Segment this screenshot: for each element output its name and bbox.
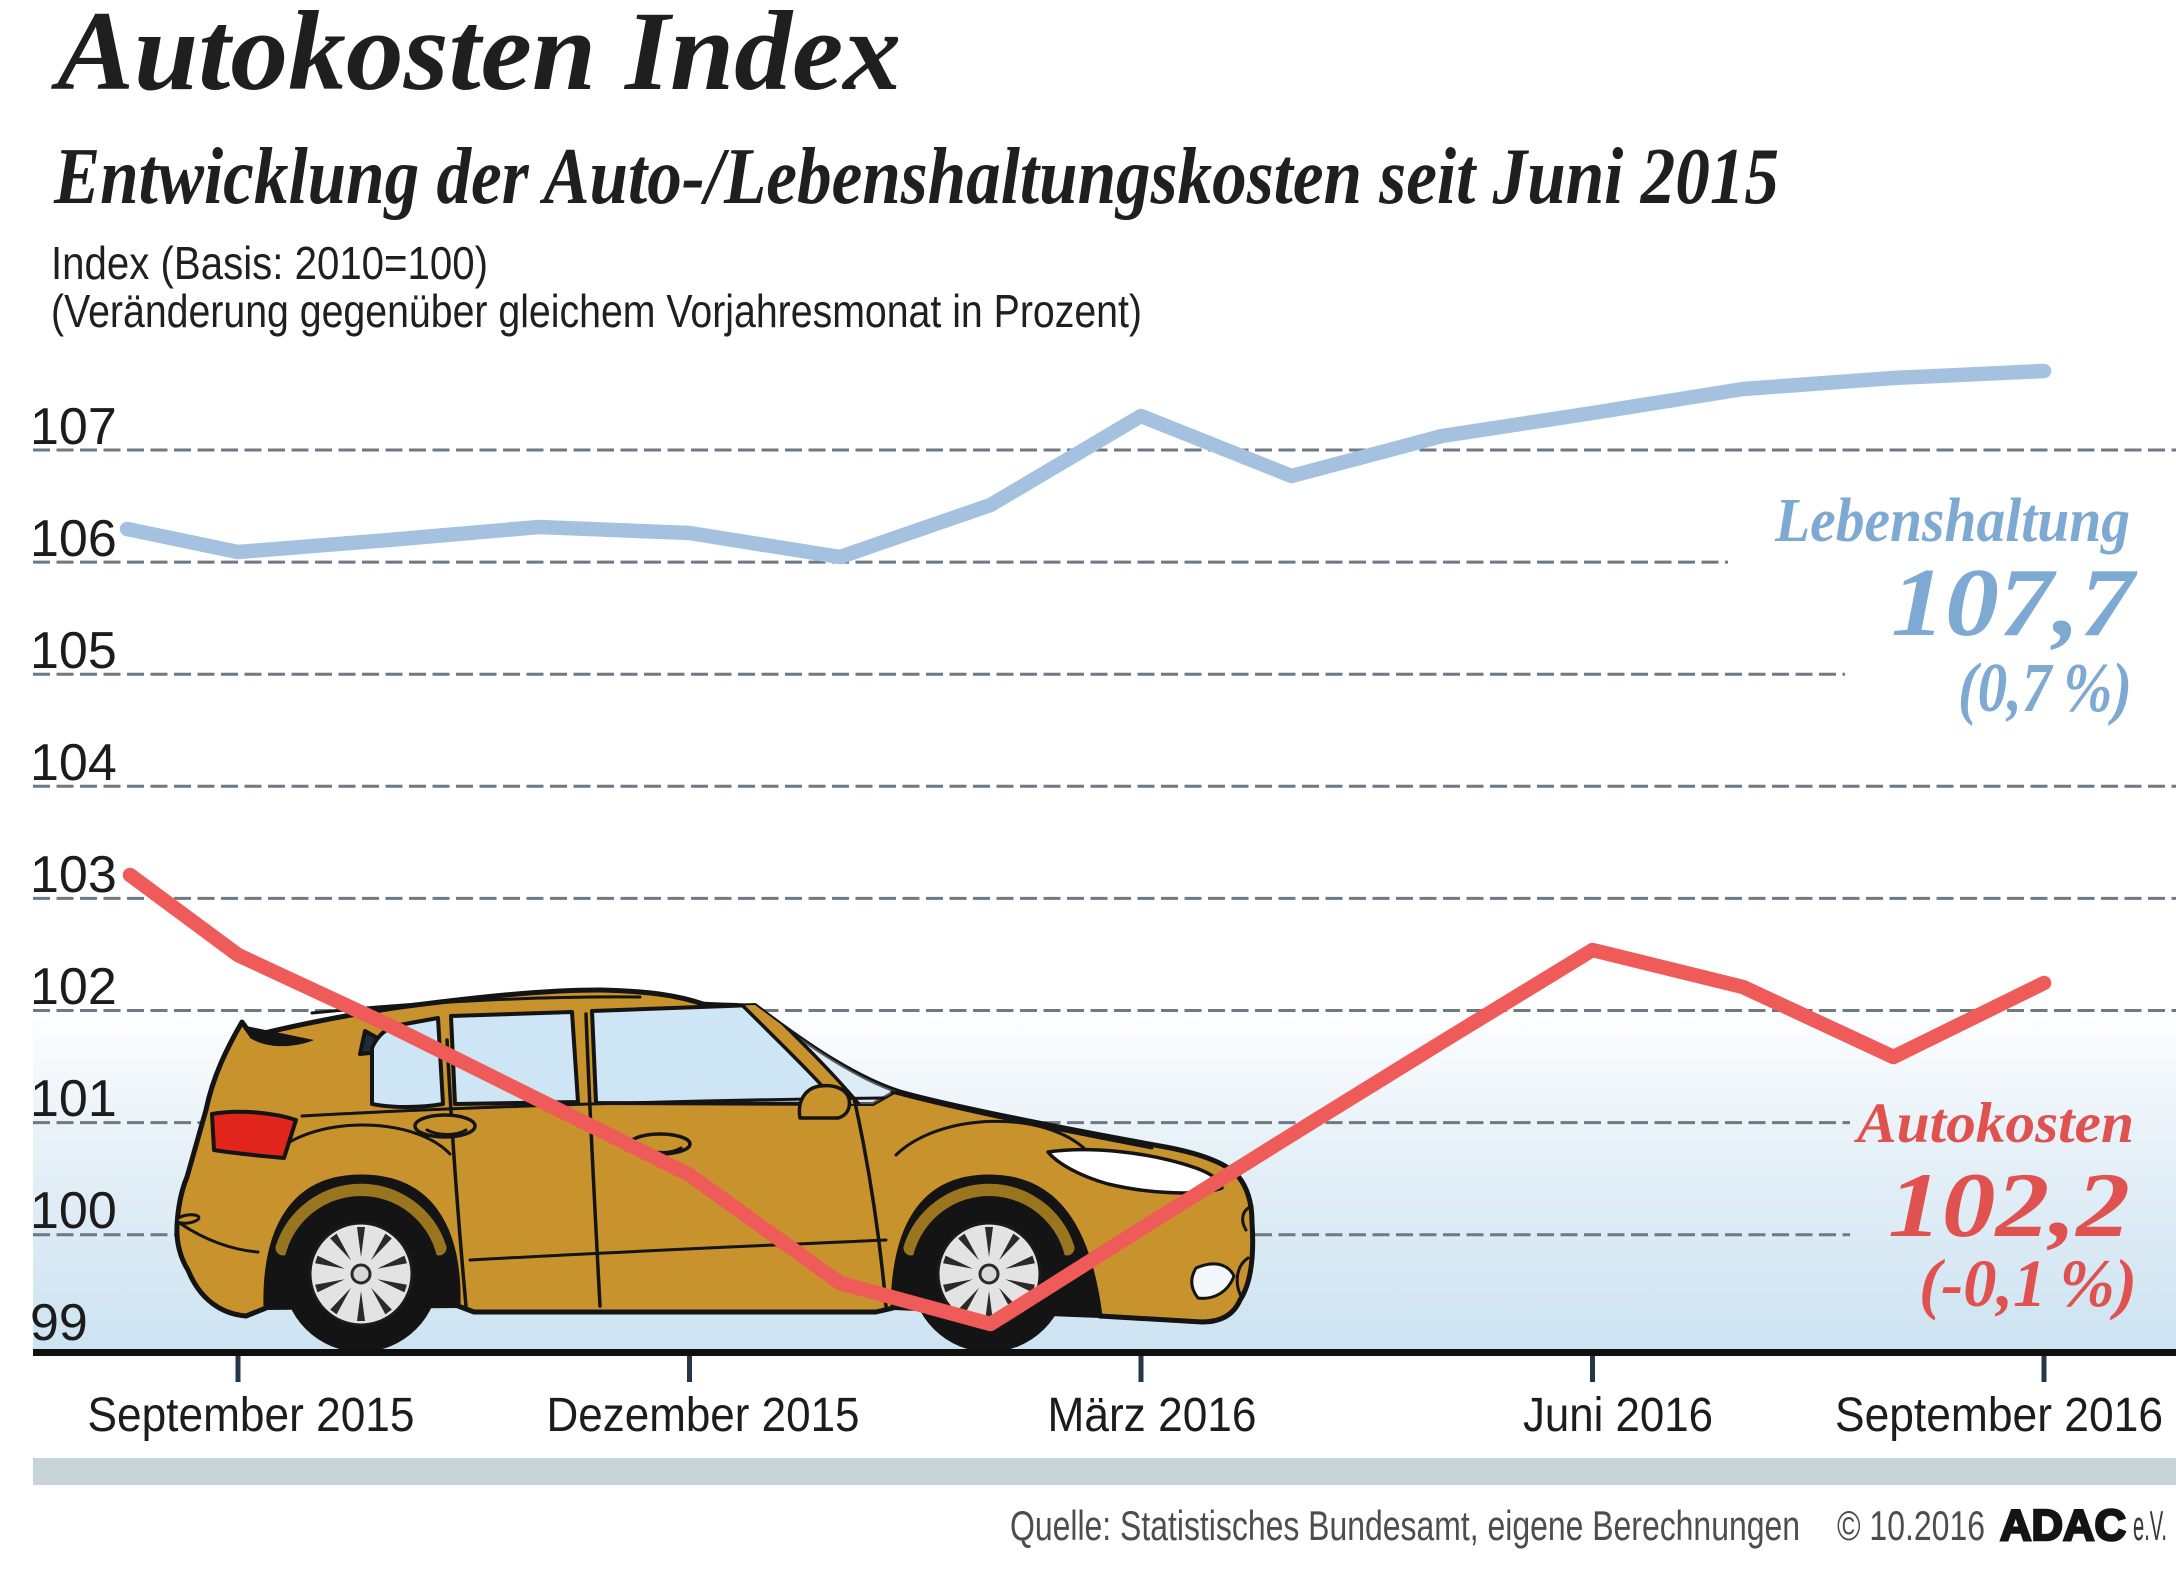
svg-text:© 10.2016: © 10.2016 xyxy=(1837,1502,1985,1549)
svg-text:Lebenshaltung: Lebenshaltung xyxy=(1774,487,2130,555)
svg-text:Index (Basis: 2010=100): Index (Basis: 2010=100) xyxy=(51,237,488,289)
svg-text:102,2: 102,2 xyxy=(1888,1154,2130,1256)
svg-text:Autokosten Index: Autokosten Index xyxy=(51,0,901,114)
svg-text:ADAC: ADAC xyxy=(2000,1501,2126,1550)
svg-text:103: 103 xyxy=(30,846,117,904)
svg-text:Juni 2016: Juni 2016 xyxy=(1523,1389,1713,1442)
svg-text:e.V.: e.V. xyxy=(2133,1502,2167,1549)
svg-text:März 2016: März 2016 xyxy=(1048,1389,1257,1442)
svg-text:Dezember 2015: Dezember 2015 xyxy=(547,1389,860,1442)
svg-text:101: 101 xyxy=(30,1070,117,1128)
svg-text:107,7: 107,7 xyxy=(1891,549,2138,657)
svg-text:106: 106 xyxy=(30,510,117,568)
svg-text:104: 104 xyxy=(30,734,117,792)
svg-text:(0,7 %): (0,7 %) xyxy=(1958,650,2132,727)
svg-text:September 2015: September 2015 xyxy=(88,1389,415,1442)
svg-text:September 2016: September 2016 xyxy=(1835,1389,2163,1442)
svg-text:(-0,1 %): (-0,1 %) xyxy=(1919,1245,2137,1321)
svg-text:107: 107 xyxy=(30,398,117,456)
svg-text:102: 102 xyxy=(30,958,117,1016)
svg-text:Entwicklung der Auto-/Lebensha: Entwicklung der Auto-/Lebenshaltungskost… xyxy=(53,133,1779,221)
svg-text:Autokosten: Autokosten xyxy=(1854,1092,2134,1155)
svg-text:Quelle: Statistisches Bundesam: Quelle: Statistisches Bundesamt, eigene … xyxy=(1010,1502,1800,1549)
svg-text:(Veränderung gegenüber gleiche: (Veränderung gegenüber gleichem Vorjahre… xyxy=(51,285,1142,337)
svg-text:105: 105 xyxy=(30,622,117,680)
svg-text:99: 99 xyxy=(30,1294,88,1352)
svg-text:100: 100 xyxy=(30,1182,117,1240)
